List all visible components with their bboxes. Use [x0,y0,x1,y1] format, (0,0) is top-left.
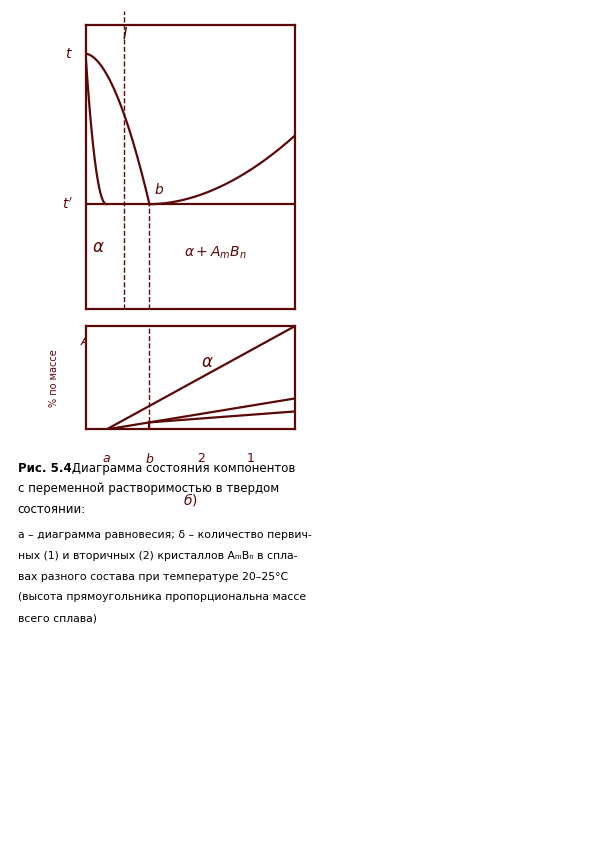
Text: $I$: $I$ [122,26,129,42]
Text: вах разного состава при температуре 20–25°C: вах разного состава при температуре 20–2… [18,572,288,582]
Text: с переменной растворимостью в твердом: с переменной растворимостью в твердом [18,483,279,495]
Text: всего сплава): всего сплава) [18,613,97,623]
Text: $\alpha+A_mB_n$: $\alpha+A_mB_n$ [184,244,247,261]
Text: $b'$: $b'$ [143,335,156,349]
Text: $t'$: $t'$ [62,197,73,212]
Text: $б)$: $б)$ [183,491,198,508]
Text: Рис. 5.4.: Рис. 5.4. [18,462,76,474]
Text: $a)$: $a)$ [183,372,198,388]
Text: $b$: $b$ [145,452,154,466]
Text: $A_mB_n$: $A_mB_n$ [263,335,295,350]
Text: $1$: $1$ [245,452,254,465]
Text: $t$: $t$ [65,47,73,61]
Text: состоянии:: состоянии: [18,503,86,516]
Text: $b$: $b$ [153,182,164,197]
Text: ных (1) и вторичных (2) кристаллов AₘBₙ в спла-: ных (1) и вторичных (2) кристаллов AₘBₙ … [18,551,297,561]
Text: $a$: $a$ [102,452,111,465]
Text: $a$: $a$ [102,335,111,347]
Text: $\alpha$: $\alpha$ [201,353,214,371]
Text: $2$: $2$ [198,452,206,465]
Text: (высота прямоугольника пропорциональна массе: (высота прямоугольника пропорциональна м… [18,592,306,602]
Text: $\rightarrow B,\%$: $\rightarrow B,\%$ [195,335,235,349]
Text: Диаграмма состояния компонентов: Диаграмма состояния компонентов [68,462,295,474]
Text: $A$: $A$ [80,335,91,347]
Text: $c$: $c$ [120,335,129,347]
Text: a – диаграмма равновесия; δ – количество первич-: a – диаграмма равновесия; δ – количество… [18,530,312,540]
Text: % по массе: % по массе [49,349,59,407]
Text: $\alpha$: $\alpha$ [92,238,104,256]
